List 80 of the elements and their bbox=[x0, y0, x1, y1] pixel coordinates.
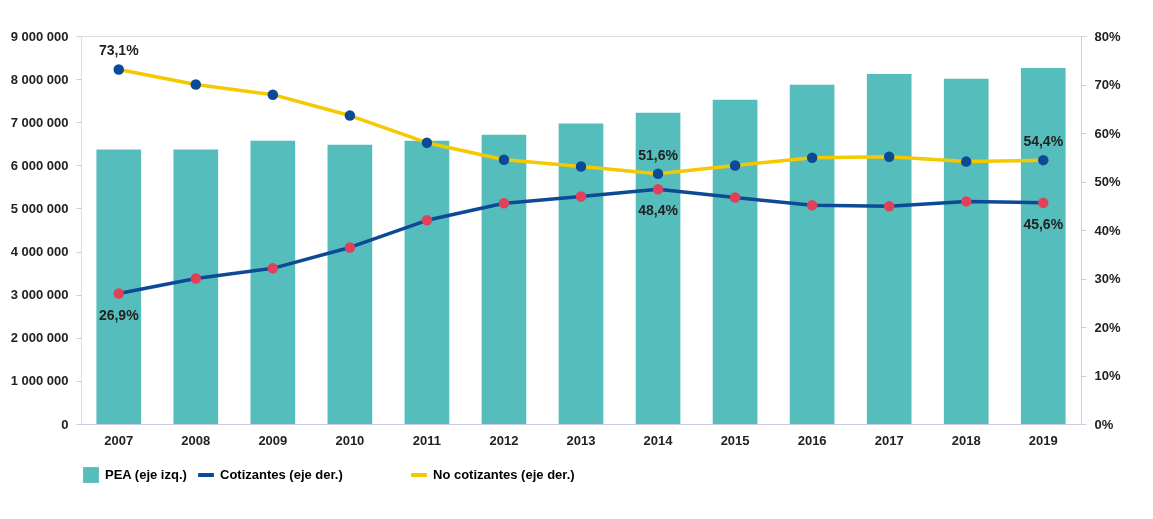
bar bbox=[712, 99, 758, 424]
point bbox=[729, 192, 741, 203]
x-tick-label: 2008 bbox=[181, 432, 211, 448]
x-tick-label: 2009 bbox=[258, 432, 288, 448]
point bbox=[498, 198, 510, 209]
x-tick-label: 2018 bbox=[951, 432, 981, 448]
point bbox=[421, 215, 433, 226]
data-label: 48,4% bbox=[638, 202, 679, 219]
point bbox=[1038, 197, 1049, 209]
point bbox=[883, 201, 895, 212]
point bbox=[1038, 154, 1049, 166]
legend-label: PEA (eje izq.) bbox=[105, 467, 187, 482]
bar bbox=[635, 112, 681, 424]
bar bbox=[481, 134, 527, 424]
data-label: 73,1% bbox=[98, 42, 140, 59]
point bbox=[267, 89, 279, 100]
y-tick-label: 2 000 000 bbox=[10, 330, 69, 346]
point bbox=[113, 288, 124, 299]
y-tick-label: 8 000 000 bbox=[10, 71, 69, 87]
point bbox=[806, 200, 818, 211]
x-tick-label: 2010 bbox=[335, 432, 365, 448]
x-tick-label: 2019 bbox=[1028, 432, 1058, 448]
bar bbox=[943, 78, 989, 424]
point bbox=[575, 191, 587, 202]
y2-tick-label: 30% bbox=[1094, 271, 1121, 286]
y-tick-label: 0 bbox=[61, 416, 69, 432]
x-tick-label: 2013 bbox=[566, 432, 596, 448]
point bbox=[652, 184, 664, 195]
point bbox=[190, 79, 202, 90]
point bbox=[806, 152, 818, 163]
point bbox=[113, 64, 124, 75]
point bbox=[421, 137, 433, 148]
point bbox=[498, 154, 510, 165]
bar bbox=[789, 84, 835, 424]
y-tick-label: 6 000 000 bbox=[10, 157, 69, 173]
bar bbox=[96, 149, 142, 424]
x-tick-label: 2017 bbox=[874, 432, 904, 448]
bar bbox=[173, 149, 219, 424]
x-tick-label: 2014 bbox=[643, 432, 674, 448]
y2-tick-label: 10% bbox=[1094, 368, 1121, 383]
point bbox=[344, 242, 356, 253]
point bbox=[344, 110, 356, 121]
point bbox=[652, 168, 664, 179]
data-label: 51,6% bbox=[638, 146, 679, 163]
point bbox=[729, 160, 741, 171]
legend-label: No cotizantes (eje der.) bbox=[433, 467, 575, 482]
bar bbox=[558, 123, 604, 424]
point bbox=[190, 273, 202, 284]
bar bbox=[327, 144, 373, 424]
point bbox=[267, 263, 279, 274]
point bbox=[960, 156, 972, 167]
x-tick-label: 2011 bbox=[412, 432, 442, 448]
y-tick-label: 4 000 000 bbox=[10, 244, 69, 260]
bar bbox=[1020, 67, 1066, 424]
y-tick-label: 9 000 000 bbox=[10, 28, 69, 44]
data-label: 26,9% bbox=[98, 306, 140, 323]
bar bbox=[866, 73, 912, 424]
x-tick-label: 2015 bbox=[720, 432, 750, 448]
x-tick-label: 2016 bbox=[797, 432, 827, 448]
y-tick-label: 1 000 000 bbox=[10, 373, 69, 389]
y-tick-label: 7 000 000 bbox=[10, 114, 69, 130]
y-tick-label: 3 000 000 bbox=[10, 287, 69, 303]
bar bbox=[250, 140, 296, 424]
y2-tick-label: 0% bbox=[1094, 416, 1114, 432]
y2-tick-label: 50% bbox=[1094, 174, 1121, 189]
legend-label: Cotizantes (eje der.) bbox=[220, 467, 343, 482]
y2-tick-label: 70% bbox=[1094, 77, 1121, 92]
y2-tick-label: 20% bbox=[1094, 319, 1121, 335]
y2-tick-label: 60% bbox=[1094, 125, 1121, 141]
x-tick-label: 2007 bbox=[104, 432, 134, 448]
data-label: 45,6% bbox=[1023, 215, 1064, 232]
point bbox=[960, 196, 972, 207]
y-tick-label: 5 000 000 bbox=[10, 200, 69, 216]
y2-tick-label: 80% bbox=[1094, 28, 1121, 44]
data-label: 54,4% bbox=[1023, 133, 1064, 150]
point bbox=[883, 151, 895, 162]
point bbox=[575, 161, 587, 172]
x-tick-label: 2012 bbox=[489, 432, 519, 448]
y2-tick-label: 40% bbox=[1094, 222, 1121, 238]
bar bbox=[404, 140, 450, 424]
